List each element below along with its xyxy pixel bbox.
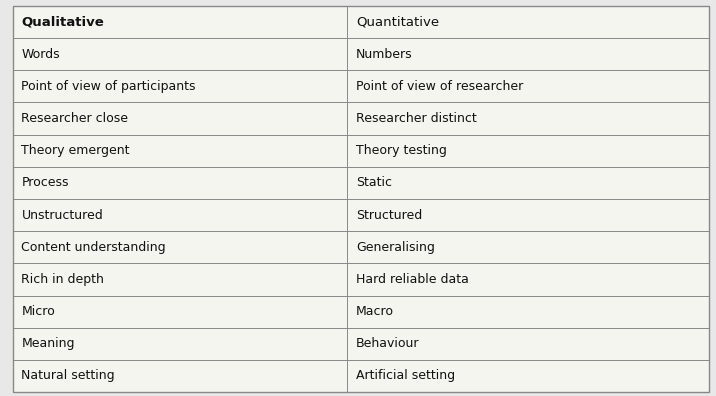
Text: Content understanding: Content understanding — [21, 241, 166, 254]
Bar — [13, 231, 709, 263]
Text: Quantitative: Quantitative — [356, 15, 439, 29]
Bar — [13, 263, 709, 295]
Text: Unstructured: Unstructured — [21, 209, 103, 222]
Bar — [13, 360, 709, 392]
Text: Macro: Macro — [356, 305, 394, 318]
Text: Structured: Structured — [356, 209, 422, 222]
Text: Researcher close: Researcher close — [21, 112, 128, 125]
Text: Artificial setting: Artificial setting — [356, 369, 455, 383]
Text: Behaviour: Behaviour — [356, 337, 420, 350]
Text: Theory testing: Theory testing — [356, 144, 447, 157]
Bar — [13, 135, 709, 167]
Bar — [13, 167, 709, 199]
Bar — [13, 6, 709, 38]
Text: Micro: Micro — [21, 305, 55, 318]
Bar — [13, 328, 709, 360]
Text: Qualitative: Qualitative — [21, 15, 105, 29]
Text: Meaning: Meaning — [21, 337, 75, 350]
Text: Theory emergent: Theory emergent — [21, 144, 130, 157]
Bar — [13, 38, 709, 70]
Text: Point of view of researcher: Point of view of researcher — [356, 80, 523, 93]
Text: Process: Process — [21, 176, 69, 189]
Text: Hard reliable data: Hard reliable data — [356, 273, 469, 286]
Bar — [13, 295, 709, 328]
Text: Natural setting: Natural setting — [21, 369, 115, 383]
Text: Point of view of participants: Point of view of participants — [21, 80, 196, 93]
Text: Static: Static — [356, 176, 392, 189]
Bar — [13, 103, 709, 135]
Text: Numbers: Numbers — [356, 48, 412, 61]
Bar — [13, 70, 709, 103]
Text: Words: Words — [21, 48, 60, 61]
Text: Rich in depth: Rich in depth — [21, 273, 105, 286]
Text: Researcher distinct: Researcher distinct — [356, 112, 477, 125]
Bar — [13, 199, 709, 231]
Text: Generalising: Generalising — [356, 241, 435, 254]
